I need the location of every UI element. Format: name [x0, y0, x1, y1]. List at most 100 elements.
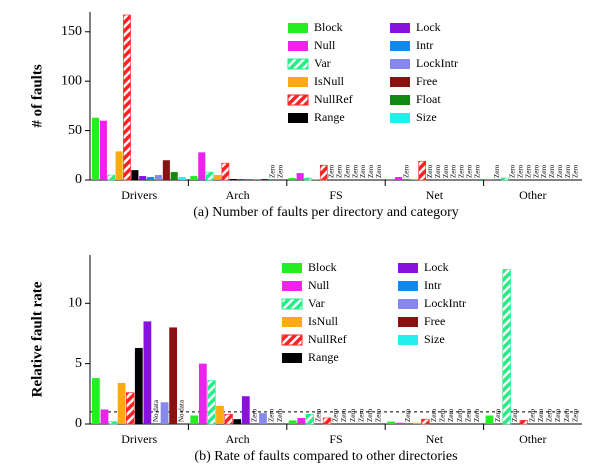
value-label: Zero [572, 164, 580, 178]
legend-label: Intr [416, 38, 433, 52]
value-label: Zero [367, 164, 375, 178]
legend-swatch [281, 298, 303, 310]
bar [205, 171, 214, 181]
legend-swatch [281, 334, 303, 346]
legend-swatch [398, 263, 418, 273]
bar [213, 175, 222, 180]
bar [319, 164, 328, 181]
legend-swatch [282, 317, 302, 327]
bar [485, 179, 493, 180]
x-tick-label: Net [426, 432, 444, 446]
bar [237, 179, 245, 180]
y-axis-label: Relative fault rate [29, 281, 45, 397]
bar [259, 413, 267, 424]
legend-swatch [282, 263, 302, 273]
legend-swatch [398, 299, 418, 309]
bar [501, 177, 509, 181]
value-label: Zero [528, 408, 536, 422]
value-label: Zero [343, 164, 351, 178]
x-tick-label: Drivers [121, 188, 157, 202]
bar [154, 175, 163, 180]
legend-swatch [398, 335, 418, 345]
bar [421, 418, 430, 425]
bar [304, 177, 312, 181]
legend-label: LockIntr [424, 296, 466, 310]
legend-label: IsNull [314, 74, 345, 88]
value-label: Zero [546, 408, 554, 422]
bar [412, 422, 421, 424]
bar [297, 417, 306, 424]
legend-swatch [287, 58, 309, 70]
legend-swatch [288, 41, 308, 51]
legend-swatch [390, 59, 410, 69]
value-label: Zero [564, 164, 572, 178]
legend-swatch [390, 41, 410, 51]
value-label: Zero [314, 408, 322, 422]
bar [233, 419, 242, 424]
value-label: Zero [332, 408, 340, 422]
legend-swatch [287, 94, 309, 106]
legend-label: Free [416, 74, 437, 88]
legend-label: LockIntr [416, 56, 458, 70]
value-label: Zero [328, 164, 336, 178]
x-tick-label: Other [519, 432, 546, 446]
bar [198, 363, 207, 424]
value-label: Zero [493, 164, 501, 178]
bar [207, 380, 216, 425]
bar [108, 421, 118, 425]
bar [410, 179, 418, 180]
legend-swatch [390, 23, 410, 33]
bar [288, 178, 296, 180]
bar [139, 176, 147, 180]
bar [418, 160, 427, 181]
bar [190, 415, 199, 424]
y-tick-label: 50 [68, 123, 82, 138]
caption: (b) Rate of faults compared to other dir… [194, 449, 457, 464]
value-label: Zero [250, 408, 258, 422]
legend-swatch [390, 95, 410, 105]
bar [198, 152, 206, 180]
value-label: Zero [430, 408, 438, 422]
legend-label: Var [308, 296, 325, 310]
bar [99, 120, 107, 180]
value-label: Zero [434, 164, 442, 178]
legend-label: Size [416, 110, 437, 124]
bar [288, 420, 297, 424]
legend-label: Intr [424, 278, 441, 292]
value-label: Zero [268, 408, 276, 422]
value-label: Zero [366, 408, 374, 422]
value-label: Zero [517, 164, 525, 178]
legend-swatch [282, 281, 302, 291]
legend-label: Size [424, 332, 445, 346]
value-label: Zero [375, 408, 383, 422]
bar [245, 179, 253, 180]
value-label: Zero [277, 164, 285, 178]
x-tick-label: Other [519, 188, 546, 202]
bar [160, 402, 169, 424]
value-label: Zero [571, 408, 579, 422]
legend-swatch [390, 113, 410, 123]
bar [322, 417, 332, 425]
x-tick-label: Net [426, 188, 444, 202]
value-label: No data [152, 399, 160, 422]
bar [134, 347, 143, 424]
legend-label: NullRef [314, 92, 353, 106]
value-label: Zero [340, 408, 348, 422]
legend-label: Lock [416, 20, 441, 34]
bar [126, 392, 135, 425]
bar [305, 414, 315, 425]
value-label: Zero [375, 164, 383, 178]
value-label: Zero [402, 164, 410, 178]
legend-label: Free [424, 314, 445, 328]
bar [387, 421, 395, 424]
legend-swatch [398, 317, 418, 327]
legend-swatch [288, 77, 308, 87]
y-tick-label: 100 [61, 73, 82, 88]
value-label: Zero [465, 164, 473, 178]
x-tick-label: Drivers [121, 432, 157, 446]
value-label: Zero [349, 408, 357, 422]
value-label: Zero [456, 408, 464, 422]
legend-label: IsNull [308, 314, 339, 328]
legend-label: Float [416, 92, 441, 106]
